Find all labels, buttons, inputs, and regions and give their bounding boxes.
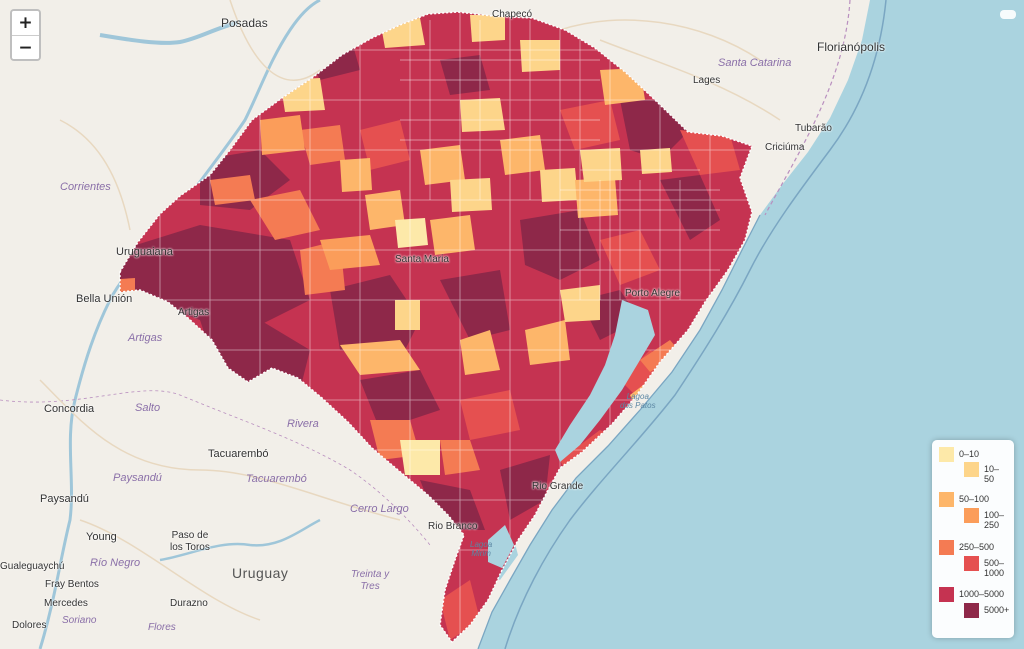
legend-label: 100–250 xyxy=(984,510,1005,530)
river xyxy=(99,20,241,45)
coastline-offshore xyxy=(504,0,887,649)
legend-swatch xyxy=(964,508,979,523)
legend-label: 250–500 xyxy=(959,542,995,552)
legend-swatch xyxy=(939,447,954,462)
legend-label: 5000+ xyxy=(984,605,1010,615)
legend-label: 0–10 xyxy=(959,449,980,459)
border-line xyxy=(764,0,851,216)
legend-label: 500–1000 xyxy=(984,558,1005,578)
legend-swatch xyxy=(939,540,954,555)
legend-item: 1000–5000 xyxy=(939,587,1004,602)
legend-label: 10–50 xyxy=(984,464,1000,484)
legend-label: 50–100 xyxy=(959,494,990,504)
legend-item: 0–10 xyxy=(939,447,979,462)
lagoa-mirim xyxy=(488,525,514,568)
state-outline xyxy=(119,11,753,644)
legend-label: 1000–5000 xyxy=(959,589,1005,599)
legend-item: 10–50 xyxy=(964,462,1006,484)
legend-item: 250–500 xyxy=(939,540,994,555)
attribution-chip[interactable] xyxy=(1000,10,1016,19)
zoom-out-button[interactable]: − xyxy=(12,35,39,59)
municipality-borders-dense xyxy=(400,20,720,300)
legend-item: 500–1000 xyxy=(964,556,1006,578)
map-legend: 0–10 10–50 50–100 100–250 250–500 500–10… xyxy=(932,440,1014,638)
legend-swatch xyxy=(964,556,979,571)
municipality-borders xyxy=(120,12,752,642)
border-line xyxy=(0,390,431,546)
river xyxy=(159,518,321,562)
legend-swatch xyxy=(964,603,979,618)
legend-swatch xyxy=(939,492,954,507)
lagoa-dos-patos xyxy=(555,300,655,462)
legend-item: 100–250 xyxy=(964,508,1006,530)
coastline xyxy=(477,214,761,649)
zoom-in-button[interactable]: + xyxy=(12,11,39,35)
legend-item: 50–100 xyxy=(939,492,989,507)
legend-swatch xyxy=(964,462,979,477)
zoom-control: + − xyxy=(10,9,41,61)
road xyxy=(39,0,781,621)
legend-swatch xyxy=(939,587,954,602)
legend-item: 5000+ xyxy=(964,603,1010,618)
